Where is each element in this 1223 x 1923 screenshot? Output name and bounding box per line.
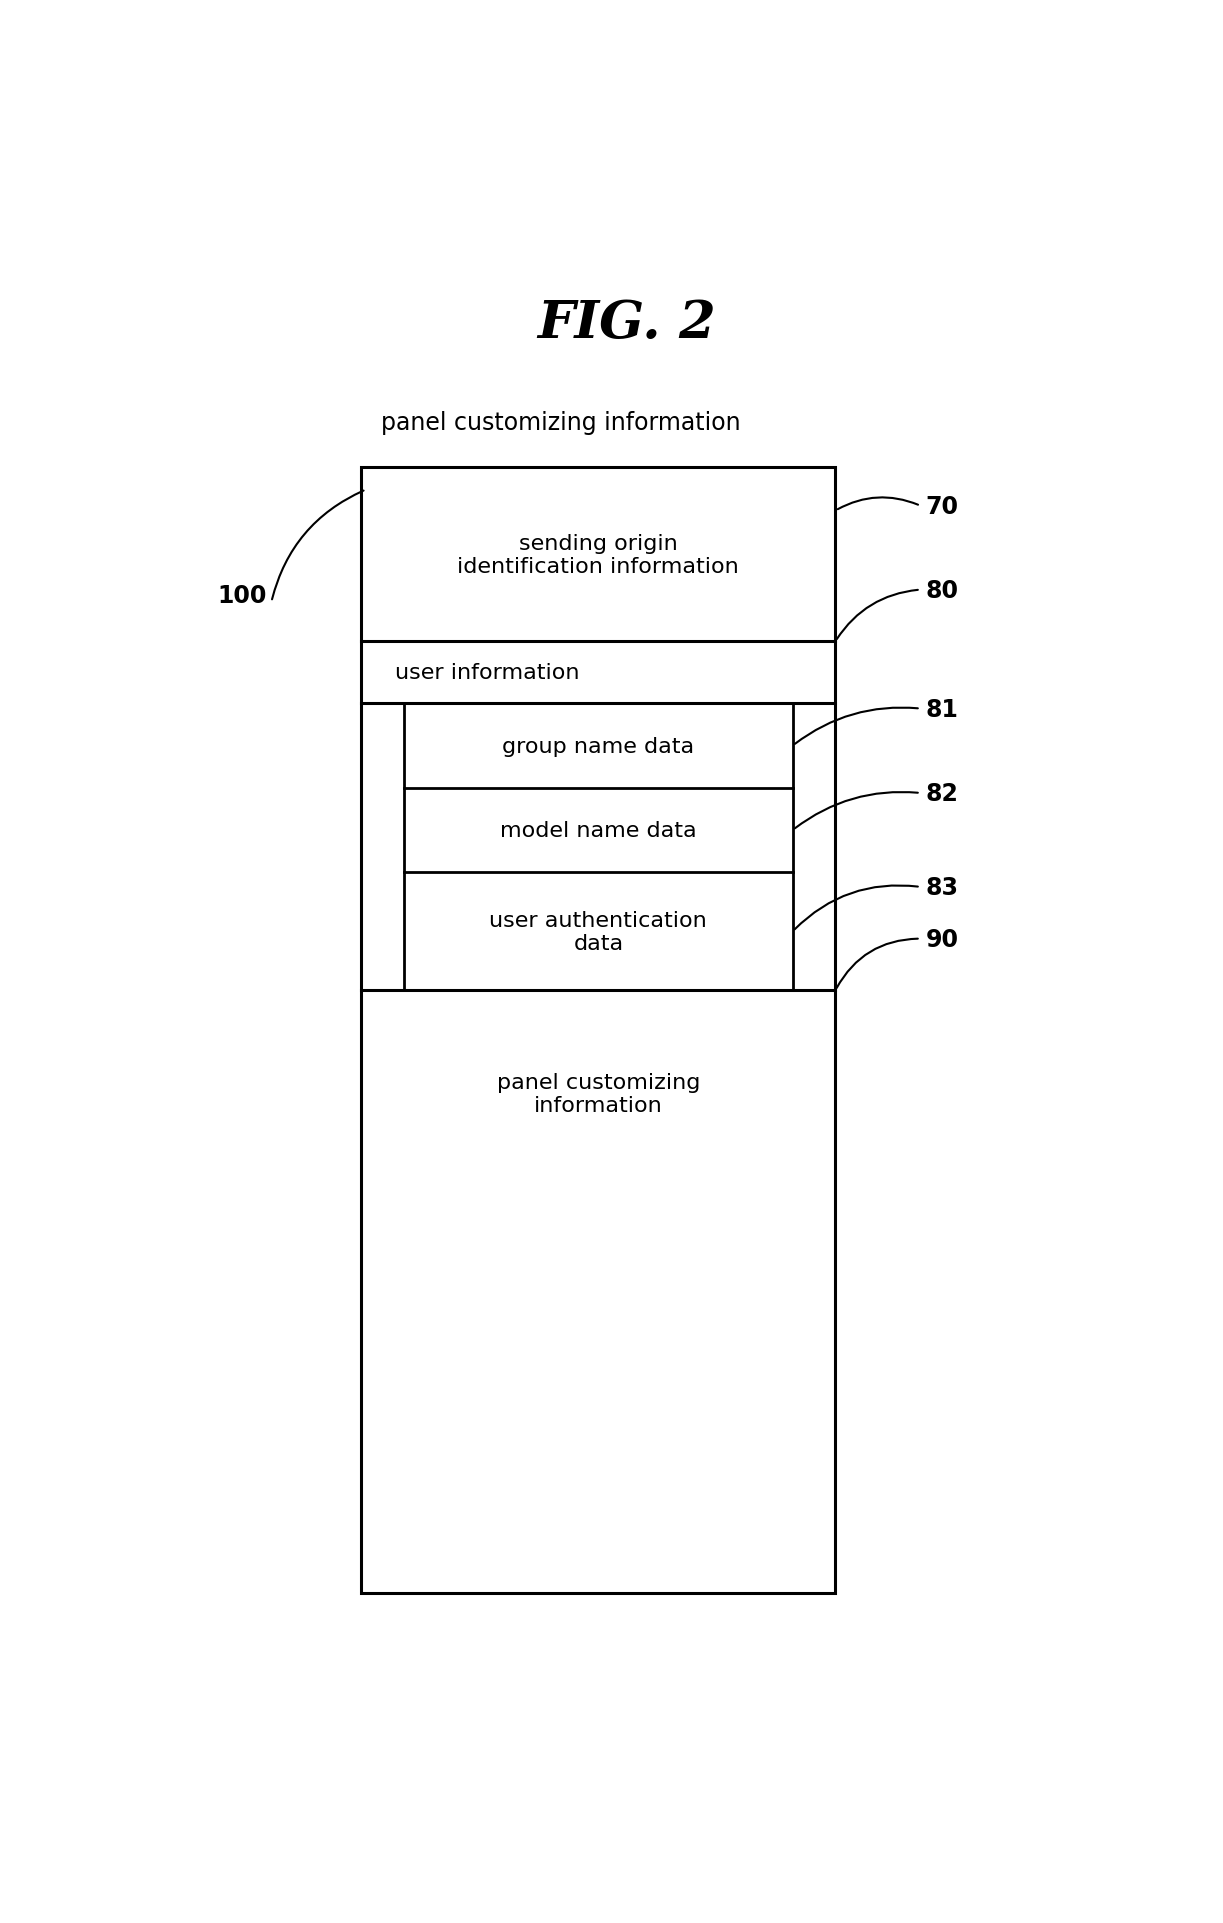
Text: 83: 83 xyxy=(926,875,959,900)
Text: 81: 81 xyxy=(926,698,959,721)
Text: sending origin
identification information: sending origin identification informatio… xyxy=(457,533,739,577)
Text: user information: user information xyxy=(395,663,578,683)
Bar xyxy=(362,467,835,1592)
Text: panel customizing
information: panel customizing information xyxy=(497,1073,700,1115)
Text: 90: 90 xyxy=(926,927,959,952)
Text: user authentication
data: user authentication data xyxy=(489,910,707,954)
Text: FIG. 2: FIG. 2 xyxy=(537,298,717,348)
Text: model name data: model name data xyxy=(500,821,697,840)
Text: 80: 80 xyxy=(926,579,959,602)
Text: group name data: group name data xyxy=(503,737,695,756)
Text: 70: 70 xyxy=(926,494,959,519)
Text: 82: 82 xyxy=(926,781,959,806)
Text: panel customizing information: panel customizing information xyxy=(380,412,740,435)
Text: 100: 100 xyxy=(218,583,267,608)
Bar xyxy=(404,704,793,990)
